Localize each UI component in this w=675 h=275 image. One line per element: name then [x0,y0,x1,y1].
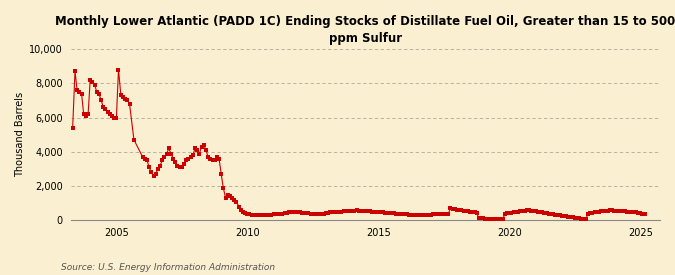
Text: Source: U.S. Energy Information Administration: Source: U.S. Energy Information Administ… [61,263,275,271]
Title: Monthly Lower Atlantic (PADD 1C) Ending Stocks of Distillate Fuel Oil, Greater t: Monthly Lower Atlantic (PADD 1C) Ending … [55,15,675,45]
Y-axis label: Thousand Barrels: Thousand Barrels [15,92,25,177]
